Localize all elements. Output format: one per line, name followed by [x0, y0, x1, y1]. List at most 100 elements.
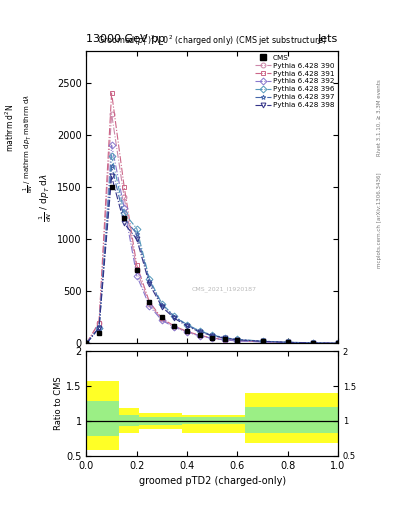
- Pythia 6.428 390: [147, 301, 152, 307]
- Pythia 6.428 396: [210, 332, 215, 338]
- Pythia 6.428 397: [285, 339, 290, 346]
- Pythia 6.428 390: [172, 324, 177, 330]
- Pythia 6.428 392: [185, 329, 189, 335]
- Pythia 6.428 397: [97, 325, 101, 331]
- Pythia 6.428 391: [336, 340, 340, 346]
- Pythia 6.428 396: [134, 225, 139, 231]
- Pythia 6.428 392: [310, 340, 315, 346]
- Pythia 6.428 398: [310, 340, 315, 346]
- Pythia 6.428 390: [134, 267, 139, 273]
- Pythia 6.428 398: [336, 340, 340, 346]
- Line: Pythia 6.428 396: Pythia 6.428 396: [84, 153, 340, 346]
- Pythia 6.428 397: [147, 278, 152, 284]
- Pythia 6.428 390: [122, 194, 127, 200]
- Pythia 6.428 397: [210, 332, 215, 338]
- Pythia 6.428 391: [285, 339, 290, 346]
- Pythia 6.428 397: [134, 231, 139, 237]
- Pythia 6.428 396: [222, 334, 227, 340]
- Text: Jets: Jets: [318, 33, 338, 44]
- Pythia 6.428 391: [172, 323, 177, 329]
- Line: Pythia 6.428 392: Pythia 6.428 392: [84, 143, 340, 346]
- Pythia 6.428 391: [260, 338, 265, 345]
- Pythia 6.428 396: [160, 301, 164, 307]
- Pythia 6.428 392: [172, 324, 177, 330]
- Pythia 6.428 398: [260, 338, 265, 345]
- X-axis label: groomed pTD2 (charged-only): groomed pTD2 (charged-only): [139, 476, 286, 486]
- Pythia 6.428 396: [84, 340, 89, 347]
- Pythia 6.428 390: [210, 335, 215, 342]
- Pythia 6.428 392: [285, 339, 290, 346]
- Text: Rivet 3.1.10, ≥ 3.3M events: Rivet 3.1.10, ≥ 3.3M events: [377, 79, 382, 156]
- Pythia 6.428 390: [336, 340, 340, 346]
- Pythia 6.428 392: [222, 337, 227, 343]
- Pythia 6.428 398: [172, 315, 177, 322]
- Pythia 6.428 396: [172, 313, 177, 319]
- Pythia 6.428 392: [210, 335, 215, 342]
- Pythia 6.428 396: [285, 339, 290, 345]
- Pythia 6.428 391: [310, 340, 315, 346]
- Pythia 6.428 398: [109, 174, 114, 180]
- Pythia 6.428 397: [84, 340, 89, 347]
- Pythia 6.428 397: [222, 335, 227, 341]
- Pythia 6.428 392: [160, 317, 164, 324]
- Pythia 6.428 397: [260, 338, 265, 344]
- Pythia 6.428 396: [122, 210, 127, 216]
- Pythia 6.428 392: [260, 339, 265, 345]
- Line: Pythia 6.428 391: Pythia 6.428 391: [84, 91, 340, 346]
- Pythia 6.428 392: [197, 333, 202, 339]
- Pythia 6.428 391: [222, 336, 227, 343]
- Pythia 6.428 391: [197, 332, 202, 338]
- Pythia 6.428 390: [84, 340, 89, 347]
- Pythia 6.428 392: [336, 340, 340, 346]
- Pythia 6.428 390: [160, 316, 164, 323]
- Pythia 6.428 396: [147, 275, 152, 282]
- Pythia 6.428 397: [160, 302, 164, 308]
- Pythia 6.428 396: [310, 340, 315, 346]
- Pythia 6.428 396: [197, 328, 202, 334]
- Pythia 6.428 390: [310, 340, 315, 346]
- Legend: CMS, Pythia 6.428 390, Pythia 6.428 391, Pythia 6.428 392, Pythia 6.428 396, Pyt: CMS, Pythia 6.428 390, Pythia 6.428 391,…: [253, 53, 336, 110]
- Pythia 6.428 398: [285, 339, 290, 346]
- Pythia 6.428 392: [134, 272, 139, 279]
- Text: CMS_2021_I1920187: CMS_2021_I1920187: [192, 287, 257, 292]
- Text: Groomed$(p_T^D)^2\lambda\_0^2$ (charged only) (CMS jet substructure): Groomed$(p_T^D)^2\lambda\_0^2$ (charged …: [97, 33, 327, 48]
- Pythia 6.428 397: [122, 215, 127, 221]
- Line: Pythia 6.428 397: Pythia 6.428 397: [84, 163, 340, 346]
- Pythia 6.428 397: [109, 163, 114, 169]
- Line: Pythia 6.428 398: Pythia 6.428 398: [84, 174, 340, 346]
- Text: mcplots.cern.ch [arXiv:1306.3436]: mcplots.cern.ch [arXiv:1306.3436]: [377, 173, 382, 268]
- Text: 13000 GeV pp: 13000 GeV pp: [86, 33, 165, 44]
- Y-axis label: Ratio to CMS: Ratio to CMS: [55, 377, 63, 430]
- Pythia 6.428 396: [235, 336, 240, 343]
- Pythia 6.428 392: [109, 142, 114, 148]
- Pythia 6.428 392: [147, 303, 152, 309]
- Pythia 6.428 391: [235, 337, 240, 344]
- Pythia 6.428 391: [109, 90, 114, 96]
- Pythia 6.428 390: [109, 111, 114, 117]
- Y-axis label: $\frac{1}{\mathrm{d}N}$ / $\mathrm{d}p_T$ $\mathrm{d}\lambda$: $\frac{1}{\mathrm{d}N}$ / $\mathrm{d}p_T…: [37, 173, 54, 222]
- Pythia 6.428 398: [147, 281, 152, 287]
- Pythia 6.428 391: [84, 340, 89, 347]
- Line: Pythia 6.428 390: Pythia 6.428 390: [84, 112, 340, 346]
- Pythia 6.428 392: [97, 325, 101, 331]
- Pythia 6.428 390: [185, 329, 189, 335]
- Pythia 6.428 397: [185, 322, 189, 328]
- Pythia 6.428 397: [336, 340, 340, 346]
- Pythia 6.428 398: [235, 337, 240, 343]
- Pythia 6.428 390: [97, 319, 101, 326]
- Pythia 6.428 391: [185, 328, 189, 334]
- Text: $\frac{1}{\mathrm{d}N}$ / mathrm d$p_T$ mathrm d$\lambda$: $\frac{1}{\mathrm{d}N}$ / mathrm d$p_T$ …: [22, 94, 36, 193]
- Pythia 6.428 392: [84, 340, 89, 347]
- Pythia 6.428 398: [185, 323, 189, 329]
- Pythia 6.428 398: [160, 304, 164, 310]
- Pythia 6.428 391: [147, 298, 152, 305]
- Pythia 6.428 397: [172, 314, 177, 320]
- Pythia 6.428 391: [97, 319, 101, 326]
- Pythia 6.428 391: [134, 262, 139, 268]
- Pythia 6.428 398: [84, 340, 89, 347]
- Text: mathrm d$^2$N: mathrm d$^2$N: [4, 104, 17, 152]
- Pythia 6.428 391: [122, 184, 127, 190]
- Pythia 6.428 398: [210, 333, 215, 339]
- Pythia 6.428 391: [160, 315, 164, 322]
- Pythia 6.428 398: [122, 220, 127, 226]
